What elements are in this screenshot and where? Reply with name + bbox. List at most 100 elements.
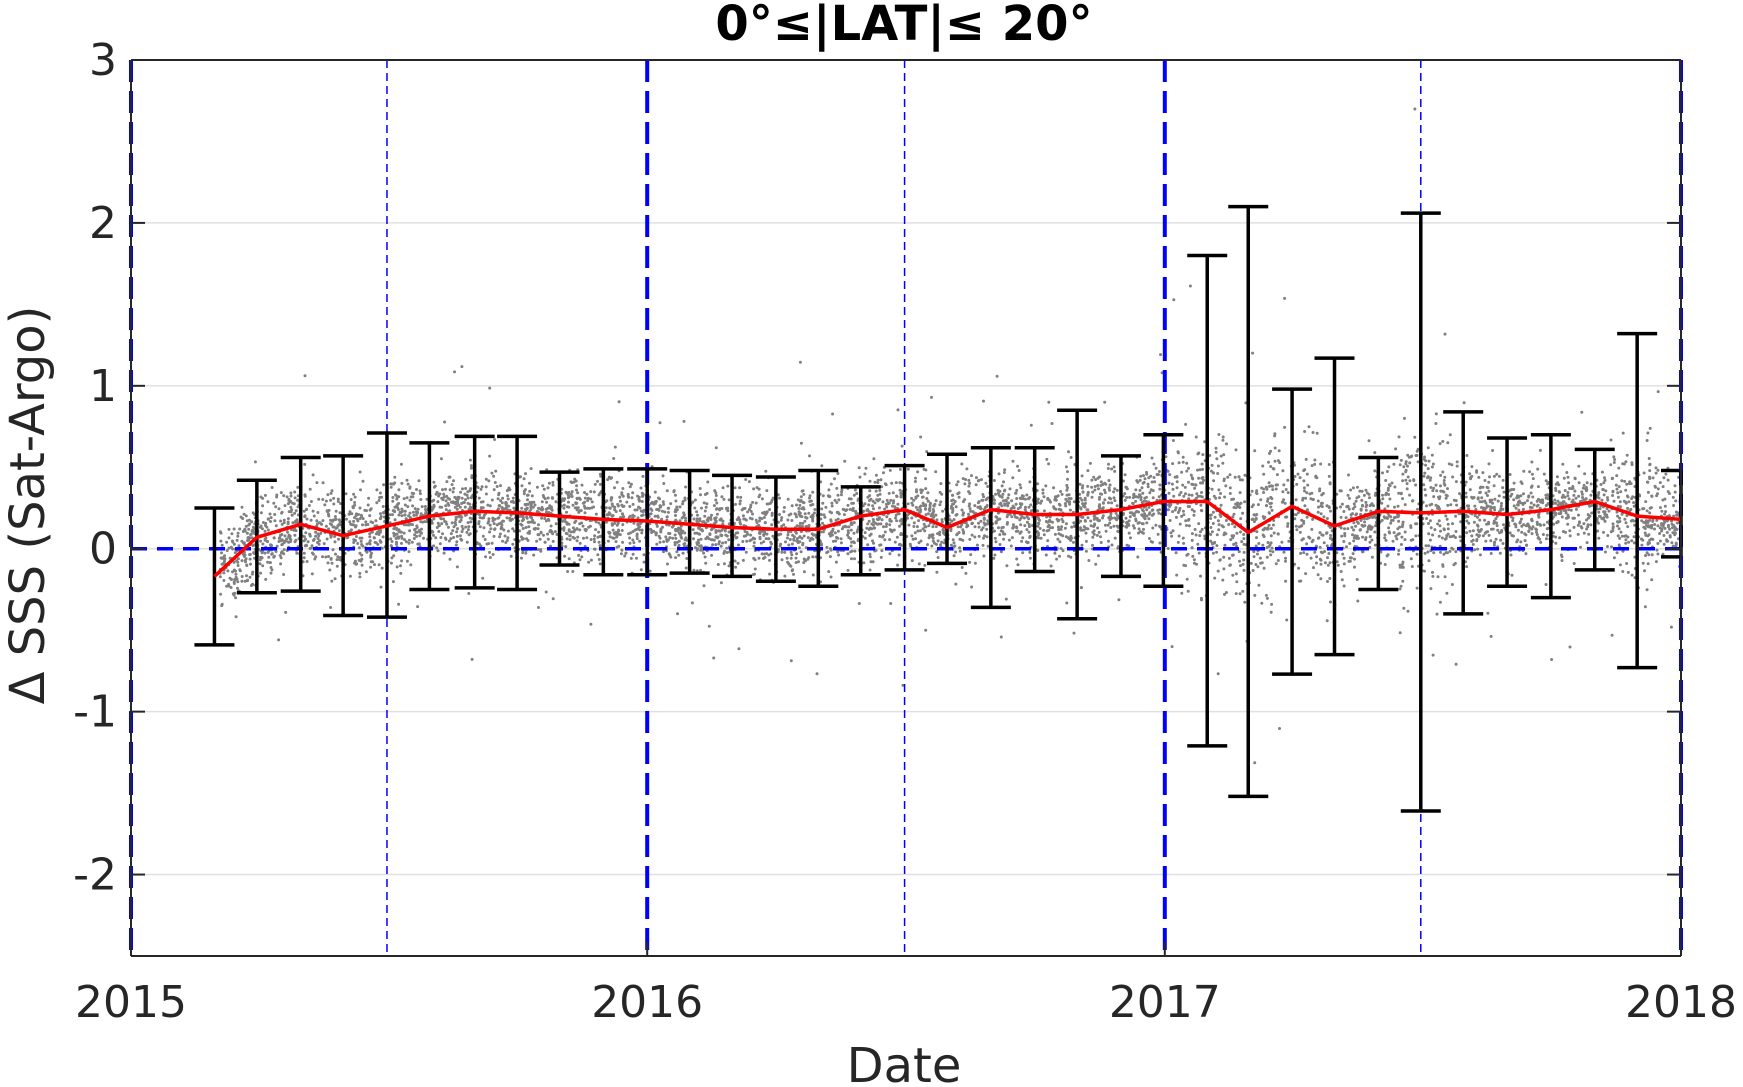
scatter-point (283, 504, 287, 508)
scatter-point (1064, 522, 1068, 526)
scatter-point (260, 556, 264, 560)
scatter-point (530, 520, 533, 524)
scatter-point (1473, 504, 1477, 508)
scatter-point (1558, 536, 1562, 540)
scatter-point (393, 505, 397, 509)
scatter-point (1529, 491, 1533, 495)
scatter-point (336, 497, 340, 501)
scatter-point (520, 523, 524, 527)
scatter-point (1293, 562, 1297, 566)
scatter-point (915, 490, 918, 494)
scatter-point (1150, 456, 1154, 460)
scatter-point (1083, 519, 1087, 522)
scatter-point (1306, 483, 1310, 487)
scatter-point (1554, 541, 1558, 545)
scatter-point (457, 503, 461, 507)
scatter-point (1493, 540, 1497, 544)
scatter-point (1429, 476, 1433, 480)
scatter-point (1625, 482, 1629, 486)
scatter-point (924, 628, 928, 632)
scatter-point (1669, 625, 1673, 629)
scatter-point (1406, 453, 1410, 457)
scatter-point (799, 441, 803, 445)
scatter-point (1173, 508, 1177, 512)
scatter-point (1449, 503, 1453, 507)
scatter-point (225, 540, 229, 544)
scatter-point (1342, 562, 1346, 566)
scatter-point (881, 500, 885, 504)
scatter-point (1441, 470, 1445, 474)
scatter-point (934, 499, 938, 503)
scatter-point (1423, 455, 1426, 459)
scatter-point (1123, 492, 1127, 496)
scatter-point (871, 504, 875, 508)
scatter-point (1096, 484, 1100, 487)
scatter-point (478, 525, 482, 529)
scatter-point (528, 481, 531, 485)
scatter-point (328, 568, 332, 572)
scatter-point (1610, 545, 1613, 549)
scatter-point (1004, 597, 1008, 601)
scatter-point (481, 506, 485, 510)
scatter-point (1614, 483, 1618, 487)
scatter-point (220, 543, 224, 547)
scatter-point (1480, 500, 1484, 504)
scatter-point (1228, 473, 1232, 477)
scatter-point (1487, 489, 1491, 493)
scatter-point (985, 527, 989, 531)
scatter-point (1209, 513, 1213, 517)
scatter-point (379, 512, 382, 516)
scatter-point (1086, 492, 1090, 496)
scatter-point (1178, 522, 1182, 526)
scatter-point (620, 548, 624, 552)
scatter-point (597, 530, 601, 534)
scatter-point (1368, 540, 1372, 544)
scatter-point (1217, 523, 1221, 527)
scatter-point (1281, 490, 1285, 494)
scatter-point (333, 515, 337, 518)
scatter-point (1058, 540, 1062, 544)
scatter-point (792, 572, 795, 576)
scatter-point (1438, 495, 1442, 499)
scatter-point (681, 551, 685, 555)
scatter-point (455, 507, 459, 511)
scatter-point (573, 528, 577, 532)
scatter-point (1203, 440, 1207, 444)
scatter-point (1188, 284, 1192, 288)
scatter-point (1145, 472, 1149, 476)
scatter-point (940, 492, 944, 496)
scatter-point (1367, 525, 1370, 529)
scatter-point (305, 517, 309, 521)
scatter-point (867, 519, 871, 523)
scatter-point (539, 549, 543, 553)
scatter-point (1645, 520, 1649, 524)
scatter-point (318, 521, 322, 525)
scatter-point (648, 569, 652, 573)
scatter-point (583, 491, 586, 494)
scatter-point (468, 516, 472, 520)
scatter-point (1672, 504, 1676, 507)
scatter-point (525, 493, 529, 497)
scatter-point (1492, 484, 1496, 488)
scatter-point (1671, 531, 1675, 535)
scatter-point (1599, 483, 1603, 486)
scatter-point (588, 506, 591, 510)
scatter-point (578, 541, 582, 545)
scatter-point (580, 521, 584, 525)
scatter-point (666, 562, 669, 566)
scatter-point (258, 562, 262, 566)
scatter-point (935, 570, 939, 574)
scatter-point (1478, 486, 1482, 490)
scatter-point (800, 536, 804, 540)
scatter-point (722, 562, 726, 566)
scatter-point (549, 544, 552, 548)
scatter-point (261, 564, 265, 568)
scatter-point (496, 507, 500, 511)
scatter-point (1554, 486, 1558, 490)
scatter-point (1152, 476, 1156, 479)
scatter-point (1612, 455, 1616, 459)
scatter-point (1106, 523, 1110, 527)
scatter-point (481, 534, 485, 538)
scatter-point (1254, 563, 1258, 566)
scatter-point (976, 479, 980, 483)
